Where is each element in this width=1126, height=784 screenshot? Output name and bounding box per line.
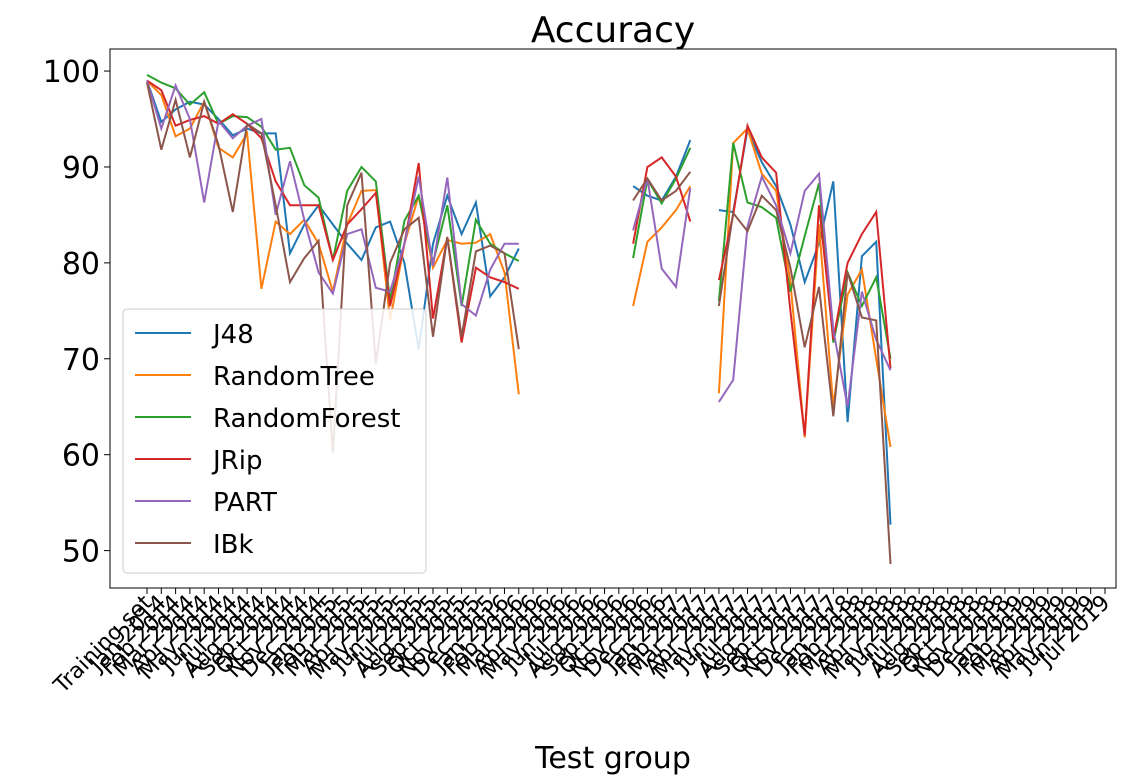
y-tick-label: 60 xyxy=(62,439,100,474)
axes-frame xyxy=(109,48,1117,589)
y-tick-label: 80 xyxy=(62,247,100,282)
x-axis-label: Test group xyxy=(534,741,691,776)
legend-label: PART xyxy=(213,488,277,518)
series-line xyxy=(146,80,892,407)
chart-title: Accuracy xyxy=(531,10,695,51)
y-tick-label: 90 xyxy=(62,151,100,186)
legend-box xyxy=(122,308,427,574)
y-tick-label: 50 xyxy=(62,535,100,570)
y-tick-label: 100 xyxy=(43,55,100,90)
plot-area xyxy=(146,74,892,565)
legend-label: JRip xyxy=(211,446,262,476)
legend-label: IBk xyxy=(213,530,254,560)
legend-label: RandomForest xyxy=(213,404,400,434)
legend-label: RandomTree xyxy=(213,362,375,392)
legend-label: J48 xyxy=(211,320,254,350)
y-tick-label: 70 xyxy=(62,343,100,378)
